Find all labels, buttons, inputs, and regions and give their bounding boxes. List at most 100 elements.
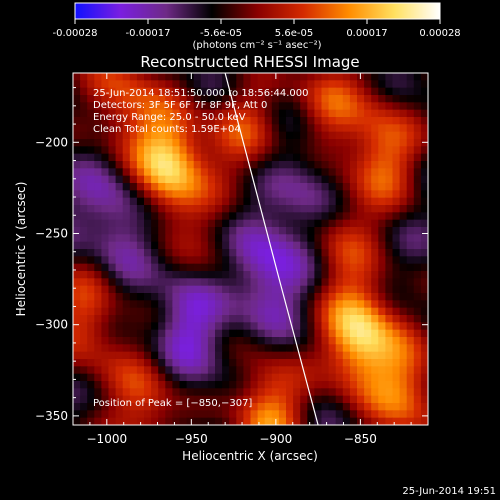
heatmap-cell <box>293 168 301 177</box>
heatmap-cell <box>186 249 195 257</box>
heatmap-cell <box>378 95 386 103</box>
heatmap-cell <box>108 285 117 294</box>
heatmap-cell <box>364 227 372 235</box>
heatmap-cell <box>378 219 386 228</box>
heatmap-cell <box>80 329 88 338</box>
heatmap-cell <box>229 366 237 375</box>
heatmap-cell <box>122 190 131 199</box>
heatmap-cell <box>129 395 138 404</box>
heatmap-cell <box>271 403 280 411</box>
heatmap-cell <box>385 293 394 301</box>
heatmap-cell <box>364 87 372 96</box>
heatmap-cell <box>364 278 372 287</box>
heatmap-cell <box>101 256 110 265</box>
heatmap-cell <box>293 73 301 81</box>
heatmap-cell <box>413 285 422 294</box>
heatmap-cell <box>264 219 273 228</box>
heatmap-cell <box>321 351 330 360</box>
heatmap-cell <box>250 403 259 411</box>
heatmap-cell <box>278 146 287 155</box>
heatmap-cell <box>378 153 386 162</box>
heatmap-cell <box>392 256 401 265</box>
heatmap-cell <box>264 87 273 96</box>
heatmap-cell <box>207 300 216 309</box>
heatmap-cell <box>314 285 323 294</box>
heatmap-cell <box>364 153 372 162</box>
heatmap-cell <box>236 161 244 169</box>
heatmap-cell <box>378 322 386 331</box>
heatmap-cell <box>151 271 159 279</box>
heatmap-cell <box>300 161 308 169</box>
heatmap-cell <box>278 256 287 265</box>
heatmap-cell <box>349 417 358 425</box>
heatmap-cell <box>122 197 131 206</box>
heatmap-cell <box>144 183 152 191</box>
heatmap-cell <box>385 234 394 243</box>
heatmap-cell <box>420 80 428 89</box>
heatmap-cell <box>193 102 202 111</box>
heatmap-cell <box>129 109 138 118</box>
heatmap-cell <box>371 80 379 89</box>
heatmap-cell <box>151 263 159 272</box>
heatmap-cell <box>413 307 422 316</box>
heatmap-cell <box>122 139 131 147</box>
heatmap-cell <box>300 212 308 221</box>
heatmap-cell <box>257 102 266 111</box>
heatmap-cell <box>73 139 81 147</box>
heatmap-cell <box>293 410 301 419</box>
heatmap-cell <box>349 131 358 140</box>
heatmap-cell <box>399 366 408 375</box>
heatmap-cell <box>80 73 88 81</box>
heatmap-cell <box>321 161 330 169</box>
heatmap-cell <box>413 234 422 243</box>
heatmap-cell <box>186 285 195 294</box>
heatmap-cell <box>207 131 216 140</box>
heatmap-cell <box>413 124 422 133</box>
heatmap-cell <box>250 366 259 375</box>
heatmap-cell <box>264 146 273 155</box>
heatmap-cell <box>94 373 102 382</box>
heatmap-cell <box>406 109 415 118</box>
heatmap-cell <box>278 80 287 89</box>
x-tick-label: −950 <box>175 432 208 446</box>
heatmap-cell <box>335 395 344 404</box>
heatmap-cell <box>193 278 202 287</box>
heatmap-cell <box>314 322 323 331</box>
heatmap-cell <box>392 80 401 89</box>
heatmap-cell <box>165 285 173 294</box>
heatmap-cell <box>165 307 173 316</box>
heatmap-cell <box>420 381 428 389</box>
heatmap-cell <box>349 205 358 213</box>
heatmap-cell <box>179 256 188 265</box>
heatmap-cell <box>243 197 252 206</box>
heatmap-cell <box>406 337 415 345</box>
heatmap-cell <box>342 131 351 140</box>
heatmap-cell <box>413 153 422 162</box>
heatmap-cell <box>222 344 230 353</box>
heatmap-cell <box>300 146 308 155</box>
heatmap-cell <box>271 80 280 89</box>
heatmap-cell <box>73 403 81 411</box>
heatmap-cell <box>293 278 301 287</box>
heatmap-cell <box>385 219 394 228</box>
heatmap-cell <box>250 300 259 309</box>
heatmap-cell <box>165 241 173 250</box>
heatmap-cell <box>321 234 330 243</box>
heatmap-cell <box>200 315 209 323</box>
heatmap-cell <box>378 381 386 389</box>
heatmap-cell <box>335 234 344 243</box>
heatmap-cell <box>406 300 415 309</box>
heatmap-cell <box>87 102 95 111</box>
heatmap-cell <box>257 80 266 89</box>
heatmap-cell <box>357 359 365 367</box>
heatmap-cell <box>321 73 330 81</box>
x-axis-label: Heliocentric X (arcsec) <box>182 449 318 463</box>
heatmap-cell <box>278 381 287 389</box>
heatmap-cell <box>264 249 273 257</box>
heatmap-cell <box>151 351 159 360</box>
heatmap-cell <box>243 87 252 96</box>
heatmap-cell <box>371 212 379 221</box>
heatmap-cell <box>271 95 280 103</box>
heatmap-cell <box>129 249 138 257</box>
heatmap-cell <box>94 168 102 177</box>
